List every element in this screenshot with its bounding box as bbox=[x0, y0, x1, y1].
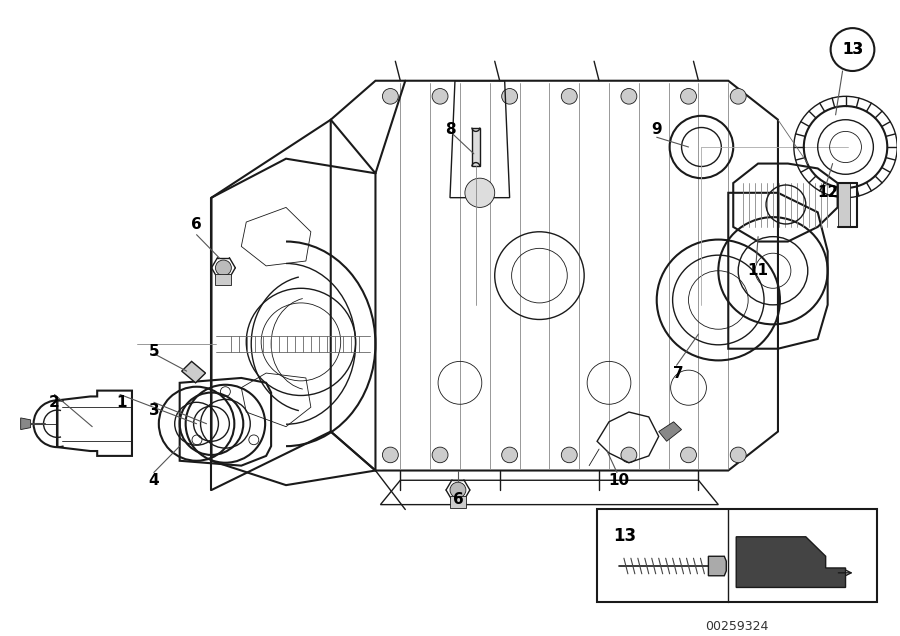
Circle shape bbox=[562, 88, 577, 104]
Text: 13: 13 bbox=[842, 42, 863, 57]
Text: 4: 4 bbox=[148, 473, 159, 488]
Circle shape bbox=[621, 447, 637, 463]
Text: 9: 9 bbox=[652, 122, 662, 137]
Polygon shape bbox=[708, 556, 726, 576]
Circle shape bbox=[621, 88, 637, 104]
Text: 10: 10 bbox=[608, 473, 629, 488]
Polygon shape bbox=[838, 183, 850, 227]
Circle shape bbox=[432, 88, 448, 104]
Text: 5: 5 bbox=[148, 344, 159, 359]
Circle shape bbox=[562, 447, 577, 463]
Circle shape bbox=[465, 178, 495, 207]
Circle shape bbox=[382, 88, 399, 104]
Circle shape bbox=[730, 447, 746, 463]
Text: 7: 7 bbox=[673, 366, 684, 380]
Polygon shape bbox=[21, 418, 31, 429]
Polygon shape bbox=[215, 273, 231, 286]
Text: 6: 6 bbox=[453, 492, 464, 508]
Polygon shape bbox=[472, 127, 480, 167]
Circle shape bbox=[730, 88, 746, 104]
Circle shape bbox=[501, 88, 518, 104]
Text: 11: 11 bbox=[748, 263, 769, 279]
Polygon shape bbox=[182, 361, 205, 383]
Polygon shape bbox=[659, 422, 681, 441]
Text: 13: 13 bbox=[613, 527, 636, 545]
Text: 6: 6 bbox=[191, 218, 202, 232]
Text: 13: 13 bbox=[842, 42, 863, 57]
Text: 00259324: 00259324 bbox=[706, 619, 769, 633]
Circle shape bbox=[450, 482, 466, 498]
Bar bbox=[597, 509, 878, 602]
Text: 2: 2 bbox=[50, 395, 59, 410]
Text: 1: 1 bbox=[117, 395, 127, 410]
Text: 12: 12 bbox=[817, 185, 838, 200]
Circle shape bbox=[501, 447, 518, 463]
Polygon shape bbox=[736, 537, 845, 588]
Polygon shape bbox=[450, 496, 466, 508]
Circle shape bbox=[680, 88, 697, 104]
Circle shape bbox=[680, 447, 697, 463]
Text: 3: 3 bbox=[148, 403, 159, 418]
Circle shape bbox=[382, 447, 399, 463]
Circle shape bbox=[215, 260, 231, 275]
Text: 8: 8 bbox=[445, 122, 455, 137]
Circle shape bbox=[432, 447, 448, 463]
